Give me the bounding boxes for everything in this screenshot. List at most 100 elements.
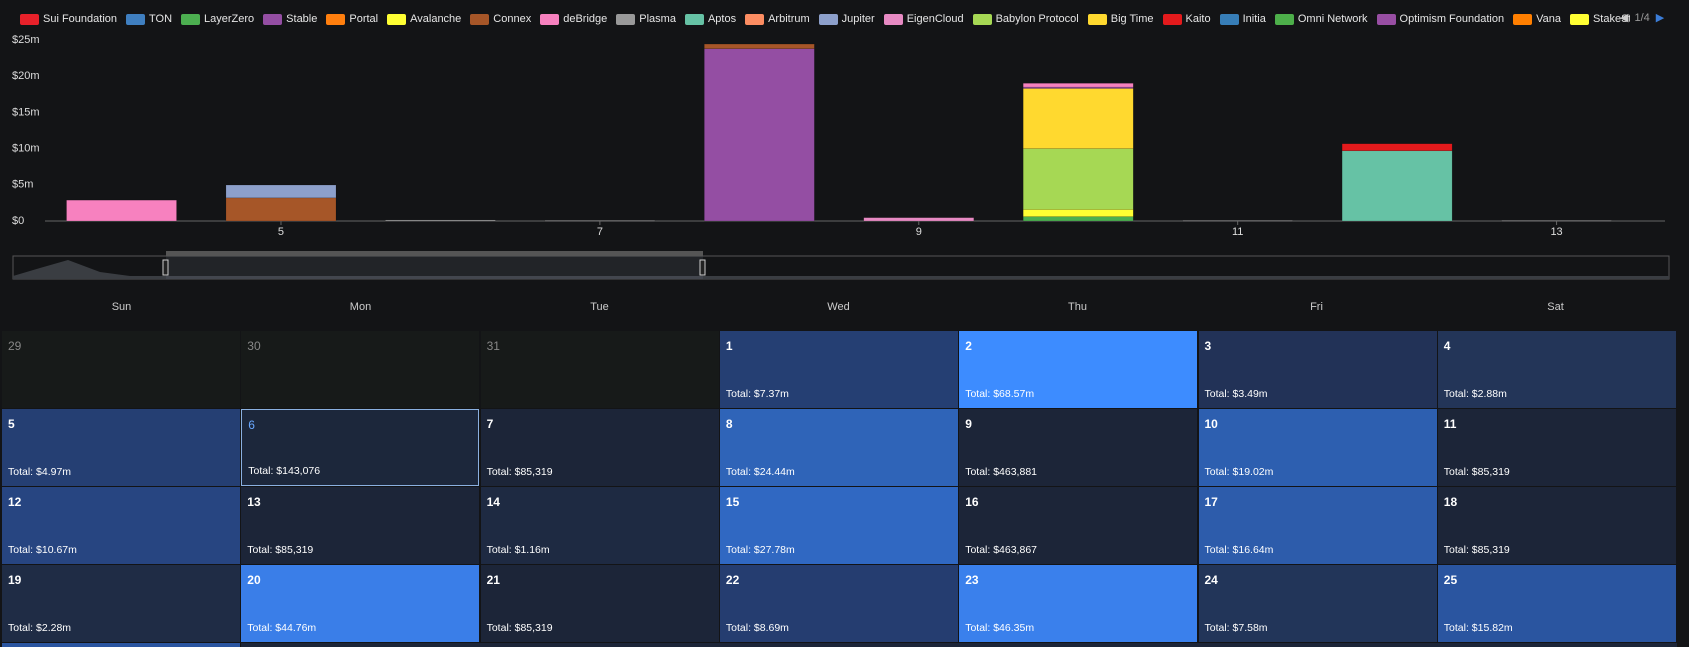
day-cell[interactable]: 21 Total: $85,319 [480,565,719,642]
day-total: Total: $7.58m [1204,622,1268,634]
legend-swatch [1087,13,1107,25]
day-number: 19 [8,573,22,587]
day-cell[interactable]: 5 Total: $4.97m [2,409,240,486]
day-cell[interactable]: 7 Total: $85,319 [480,409,719,486]
day-total: Total: $85,319 [486,466,553,478]
y-tick-label: $15m [12,106,40,118]
navigator-handle[interactable] [699,259,706,276]
legend-item[interactable]: Aptos [684,11,736,27]
day-number: 24 [1204,573,1218,587]
legend-label: Babylon Protocol [995,13,1079,25]
day-number: 9 [965,417,972,431]
day-cell[interactable]: 4 Total: $2.88m [1437,331,1676,408]
day-cell[interactable]: 11 Total: $85,319 [1437,409,1676,486]
legend-item[interactable]: Stable [263,11,317,27]
legend-item[interactable]: Avalanche [387,11,461,27]
legend-label: LayerZero [204,13,255,25]
legend-swatch [684,13,704,25]
navigator-scrollbar[interactable] [166,251,703,256]
day-number: 17 [1204,495,1218,509]
legend-swatch [387,13,407,25]
day-cell[interactable]: 24 Total: $7.58m [1198,565,1437,642]
day-total: Total: $2.28m [8,622,72,634]
prev-page[interactable]: ◀ [1620,12,1629,24]
legend-item[interactable]: Initia [1219,11,1266,27]
day-total: Total: $7.37m [725,388,789,400]
day-cell[interactable]: 20 Total: $44.76m [241,565,480,642]
legend-item[interactable]: Vana [1513,11,1561,27]
day-cell[interactable]: 13 Total: $85,319 [241,487,480,564]
legend-item[interactable]: Omni Network [1274,11,1368,27]
navigator [12,251,1670,280]
legend-item[interactable]: deBridge [540,11,607,27]
bar-segment [225,184,337,199]
day-number: 1 [725,339,733,353]
legend-item[interactable]: Big Time [1087,11,1154,27]
bar-segment [1341,143,1453,152]
day-number: 25 [1443,573,1458,587]
day-cell[interactable]: 1 Total: $7.37m [719,331,958,408]
day-cell[interactable]: 23 Total: $46.35m [959,565,1198,642]
next-page[interactable]: ▶ [1655,12,1665,24]
day-cell[interactable]: 22 Total: $8.69m [719,565,958,642]
day-cell[interactable]: 6 Total: $143,076 [241,409,480,486]
day-total: Total: $24.44m [725,466,795,478]
legend-item[interactable]: TON [126,11,172,27]
day-number: 5 [8,417,15,431]
x-tick-label: 7 [597,226,603,238]
day-total: Total: $85,319 [247,544,314,556]
day-number: 7 [486,417,494,431]
bar-segment [544,220,656,222]
day-cell[interactable]: 15 Total: $27.78m [719,487,958,564]
legend-item[interactable]: Babylon Protocol [972,11,1079,27]
day-number: 13 [247,495,261,509]
legend-item[interactable]: LayerZero [181,11,254,27]
day-total: Total: $44.76m [247,622,317,634]
day-cell[interactable]: 31 [480,331,719,408]
legend-item[interactable]: Connex [470,11,531,27]
legend-label: deBridge [563,13,608,25]
day-number: 16 [965,495,979,509]
legend-swatch [20,13,39,25]
legend-item[interactable]: EigenCloud [883,11,964,27]
legend-item[interactable]: Plasma [616,11,676,27]
day-number: 20 [247,573,261,587]
bar-segment [1022,216,1134,222]
day-cell[interactable]: 14 Total: $1.16m [480,487,719,564]
legend-item[interactable]: Kaito [1162,11,1211,27]
weekday-label: Tue [590,301,609,313]
legend-item[interactable]: Portal [326,11,378,27]
legend-swatch [1569,13,1589,25]
legend-swatch [745,13,765,25]
legend-item[interactable]: Sui Foundation [20,11,117,27]
y-tick-label: $5m [12,179,33,191]
day-cell[interactable]: 3 Total: $3.49m [1198,331,1437,408]
navigator-handle[interactable] [162,259,169,276]
weekday-header: Sun Mon Tue Wed Thu Fri Sat [2,301,1677,313]
day-cell[interactable]: 29 [2,331,240,408]
legend-swatch [470,13,490,25]
day-number: 12 [8,495,22,509]
day-number: 11 [1443,417,1457,431]
day-cell[interactable]: 18 Total: $85,319 [1437,487,1676,564]
day-total: Total: $463,867 [965,544,1037,556]
day-cell[interactable]: 17 Total: $16.64m [1198,487,1437,564]
day-cell[interactable]: 30 [241,331,480,408]
bar-segment [1022,148,1134,210]
day-cell[interactable]: 10 Total: $19.02m [1198,409,1437,486]
legend-swatch [1162,13,1182,25]
legend-item[interactable]: Optimism Foundation [1376,11,1504,27]
legend-item[interactable]: StakeStone [1569,11,1630,27]
day-cell[interactable]: 16 Total: $463,867 [959,487,1198,564]
navigator-window[interactable] [166,256,703,279]
day-cell[interactable]: 9 Total: $463,881 [959,409,1198,486]
day-cell[interactable]: 19 Total: $2.28m [2,565,240,642]
legend-item[interactable]: Jupiter [818,11,875,27]
day-cell[interactable]: 12 Total: $10.67m [2,487,240,564]
day-cell[interactable]: 8 Total: $24.44m [719,409,958,486]
y-tick-label: $0 [12,215,24,227]
day-cell[interactable]: 2 Total: $68.57m [959,331,1198,408]
day-cell[interactable]: 25 Total: $15.82m [1437,565,1676,642]
legend-label: Omni Network [1297,13,1368,25]
legend-item[interactable]: Arbitrum [745,11,810,27]
